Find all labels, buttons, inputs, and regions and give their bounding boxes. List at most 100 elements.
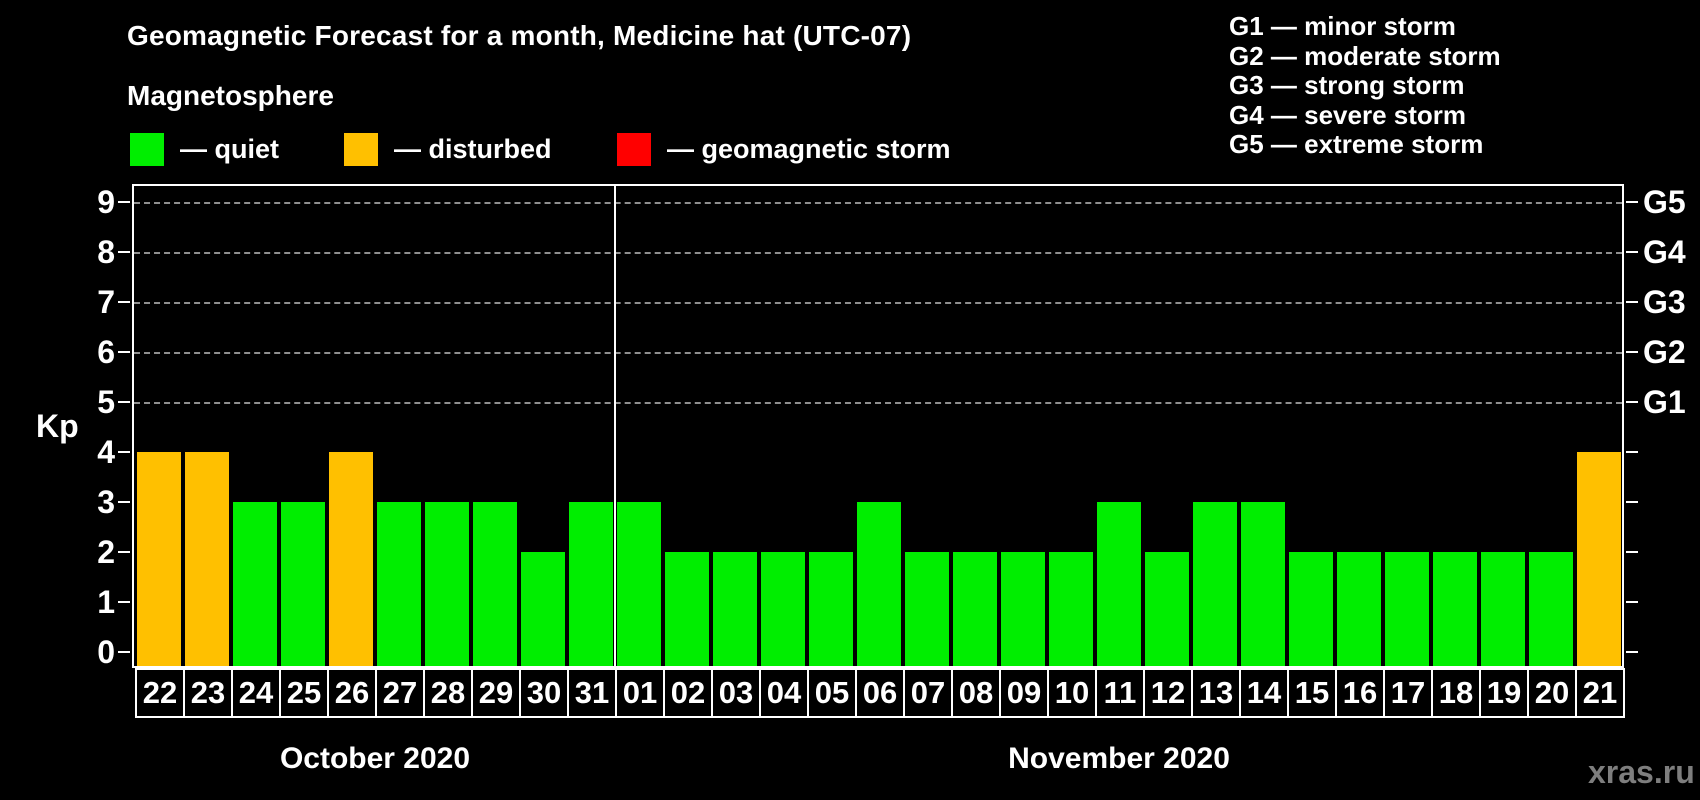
day-label-14: 14 (1239, 668, 1287, 718)
kp-bar-day-02 (665, 552, 709, 666)
day-label-02: 02 (663, 668, 711, 718)
kp-bar-day-18 (1433, 552, 1477, 666)
kp-bar-day-08 (953, 552, 997, 666)
gridline-kp7 (134, 302, 1622, 304)
gridline-kp9 (134, 202, 1622, 204)
right-tick-kp4 (1626, 451, 1638, 453)
right-axis-label-G3: G3 (1643, 284, 1686, 320)
day-label-20: 20 (1527, 668, 1575, 718)
right-axis-label-G2: G2 (1643, 334, 1686, 370)
right-axis-label-G4: G4 (1643, 234, 1686, 270)
day-label-01: 01 (615, 668, 663, 718)
day-label-16: 16 (1335, 668, 1383, 718)
kp-bar-day-31 (569, 502, 613, 666)
storm-scale-legend: G1 — minor storm G2 — moderate storm G3 — … (1229, 11, 1501, 160)
kp-bar-day-11 (1097, 502, 1141, 666)
left-tick-kp6 (118, 351, 130, 353)
day-label-30: 30 (519, 668, 567, 718)
y-axis-label-9: 9 (97, 184, 115, 220)
kp-bar-day-28 (425, 502, 469, 666)
day-label-25: 25 (279, 668, 327, 718)
left-tick-kp1 (118, 601, 130, 603)
kp-bar-day-16 (1337, 552, 1381, 666)
right-tick-kp7 (1626, 301, 1638, 303)
y-axis-label-2: 2 (97, 534, 115, 570)
kp-bar-day-29 (473, 502, 517, 666)
day-label-15: 15 (1287, 668, 1335, 718)
legend-item-geomagnetic-storm: — geomagnetic storm (617, 131, 951, 167)
left-tick-kp7 (118, 301, 130, 303)
right-tick-kp1 (1626, 601, 1638, 603)
day-label-21: 21 (1575, 668, 1623, 718)
left-tick-kp4 (118, 451, 130, 453)
month-label-1: October 2020 (279, 742, 471, 775)
plot-area (118, 184, 1638, 668)
legend-label-quiet: — quiet (180, 133, 279, 164)
legend-swatch-geomagnetic-storm (617, 132, 651, 166)
storm-scale-line-5: G5 — extreme storm (1229, 129, 1484, 160)
day-label-13: 13 (1191, 668, 1239, 718)
y-axis-label-4: 4 (97, 434, 115, 470)
kp-bar-day-07 (905, 552, 949, 666)
y-axis-label-7: 7 (97, 284, 115, 320)
storm-scale-line-2: G2 — moderate storm (1229, 40, 1501, 71)
kp-bar-day-20 (1529, 552, 1573, 666)
day-label-19: 19 (1479, 668, 1527, 718)
month-label-2: November 2020 (1008, 742, 1230, 775)
kp-bar-day-04 (761, 552, 805, 666)
kp-bar-day-06 (857, 502, 901, 666)
storm-scale-line-3: G3 — strong storm (1229, 70, 1465, 101)
kp-bar-day-12 (1145, 552, 1189, 666)
kp-bar-day-22 (137, 452, 181, 666)
y-axis-label-0: 0 (97, 634, 115, 670)
day-label-06: 06 (855, 668, 903, 718)
day-label-03: 03 (711, 668, 759, 718)
gridline-kp6 (134, 352, 1622, 354)
right-tick-kp2 (1626, 551, 1638, 553)
kp-bar-day-01 (617, 502, 661, 666)
day-label-12: 12 (1143, 668, 1191, 718)
left-tick-kp9 (118, 201, 130, 203)
day-label-08: 08 (951, 668, 999, 718)
kp-bar-day-25 (281, 502, 325, 666)
y-axis-label-8: 8 (97, 234, 115, 270)
day-label-29: 29 (471, 668, 519, 718)
kp-bar-day-05 (809, 552, 853, 666)
day-label-07: 07 (903, 668, 951, 718)
day-label-04: 04 (759, 668, 807, 718)
right-tick-kp3 (1626, 501, 1638, 503)
y-axis-label-3: 3 (97, 484, 115, 520)
legend-item-quiet: — quiet (130, 131, 279, 167)
gridline-kp8 (134, 252, 1622, 254)
left-tick-kp5 (118, 401, 130, 403)
right-axis-label-G1: G1 (1643, 384, 1686, 420)
day-label-23: 23 (183, 668, 231, 718)
watermark: xras.ru (1588, 754, 1695, 790)
kp-bar-day-21 (1577, 452, 1621, 666)
kp-bar-day-24 (233, 502, 277, 666)
y-axis-label-1: 1 (97, 584, 115, 620)
kp-bar-day-30 (521, 552, 565, 666)
y-axis-label-5: 5 (97, 384, 115, 420)
storm-scale-line-4: G4 — severe storm (1229, 99, 1467, 130)
right-tick-kp5 (1626, 401, 1638, 403)
day-label-28: 28 (423, 668, 471, 718)
plot-inner (118, 186, 1638, 666)
legend-label-disturbed: — disturbed (394, 133, 552, 164)
legend-item-disturbed: — disturbed (344, 131, 552, 167)
kp-bar-day-19 (1481, 552, 1525, 666)
day-label-27: 27 (375, 668, 423, 718)
kp-bar-day-10 (1049, 552, 1093, 666)
magnetosphere-subtitle: Magnetosphere (127, 80, 334, 111)
left-tick-kp8 (118, 251, 130, 253)
gridline-kp5 (134, 402, 1622, 404)
day-label-18: 18 (1431, 668, 1479, 718)
day-label-24: 24 (231, 668, 279, 718)
day-label-09: 09 (999, 668, 1047, 718)
kp-bar-day-15 (1289, 552, 1333, 666)
kp-bar-day-13 (1193, 502, 1237, 666)
right-tick-kp0 (1626, 651, 1638, 653)
kp-bar-day-14 (1241, 502, 1285, 666)
day-label-31: 31 (567, 668, 615, 718)
